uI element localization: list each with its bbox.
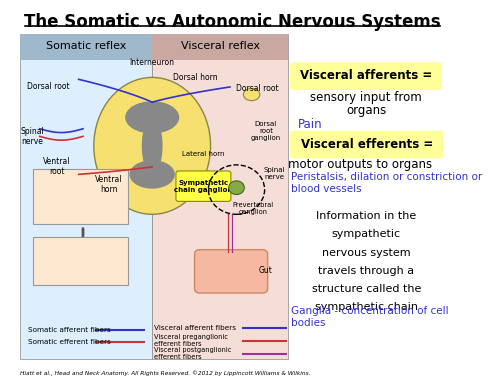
Circle shape [228, 181, 244, 195]
Text: motor outputs to organs: motor outputs to organs [288, 159, 432, 171]
Text: structure called the: structure called the [312, 284, 421, 294]
Text: Dorsal
root
ganglion: Dorsal root ganglion [251, 121, 281, 141]
Ellipse shape [94, 77, 210, 214]
Text: Ventral
horn: Ventral horn [95, 175, 122, 194]
FancyBboxPatch shape [176, 171, 231, 201]
Text: Lateral horn: Lateral horn [182, 151, 225, 157]
Text: Spinal
nerve: Spinal nerve [20, 127, 44, 146]
FancyBboxPatch shape [152, 34, 288, 61]
Text: sympathetic: sympathetic [332, 229, 401, 239]
Text: sensory input from: sensory input from [310, 91, 422, 104]
Text: Sympathetic
chain ganglion: Sympathetic chain ganglion [174, 180, 233, 193]
Text: Information in the: Information in the [316, 211, 416, 221]
Text: Somatic afferent fibers: Somatic afferent fibers [28, 327, 111, 333]
FancyBboxPatch shape [290, 131, 443, 159]
Text: Ganglia - concentration of cell: Ganglia - concentration of cell [291, 306, 448, 316]
Text: Dorsal horn: Dorsal horn [173, 73, 218, 82]
FancyBboxPatch shape [33, 237, 128, 285]
Text: Visceral reflex: Visceral reflex [181, 41, 260, 51]
Text: Gut: Gut [259, 266, 273, 275]
Text: Visceral postganglionic
efferent fibers: Visceral postganglionic efferent fibers [154, 347, 232, 360]
Text: sympathetic chain: sympathetic chain [314, 303, 418, 313]
Text: bodies: bodies [291, 318, 326, 328]
Ellipse shape [244, 88, 260, 101]
Text: travels through a: travels through a [318, 266, 414, 276]
Text: Visceral afferents =: Visceral afferents = [300, 69, 432, 82]
Ellipse shape [125, 101, 179, 134]
FancyBboxPatch shape [194, 250, 268, 293]
Text: Visceral efferents =: Visceral efferents = [301, 138, 433, 151]
Text: Ventral
root: Ventral root [44, 157, 71, 177]
Text: Peristalsis, dilation or constriction or: Peristalsis, dilation or constriction or [291, 172, 482, 182]
Text: Dorsal root: Dorsal root [236, 84, 279, 93]
Text: Dorsal root: Dorsal root [27, 82, 70, 92]
Text: Hiatt et al., Head and Neck Anatomy. All Rights Reserved. ©2012 by Lippincott Wi: Hiatt et al., Head and Neck Anatomy. All… [20, 370, 311, 376]
Text: Pain: Pain [298, 118, 322, 131]
FancyBboxPatch shape [20, 34, 152, 359]
Text: Prevertebral
ganglion: Prevertebral ganglion [232, 202, 274, 215]
Text: blood vessels: blood vessels [291, 184, 362, 194]
Text: Visceral afferent fibers: Visceral afferent fibers [154, 326, 236, 331]
FancyBboxPatch shape [152, 34, 288, 359]
Text: Somatic reflex: Somatic reflex [46, 41, 126, 51]
Text: The Somatic vs Autonomic Nervous Systems: The Somatic vs Autonomic Nervous Systems [24, 13, 440, 31]
FancyBboxPatch shape [20, 34, 152, 61]
Ellipse shape [130, 160, 175, 189]
Text: Somatic efferent fibers: Somatic efferent fibers [28, 339, 111, 345]
Text: organs: organs [346, 104, 387, 117]
FancyBboxPatch shape [33, 169, 128, 224]
FancyBboxPatch shape [290, 62, 442, 90]
Ellipse shape [142, 117, 163, 174]
Text: Visceral preganglionic
efferent fibers: Visceral preganglionic efferent fibers [154, 334, 228, 347]
Text: nervous system: nervous system [322, 248, 410, 258]
Text: Spinal
nerve: Spinal nerve [264, 167, 285, 180]
Text: Interneuron: Interneuron [130, 58, 174, 67]
